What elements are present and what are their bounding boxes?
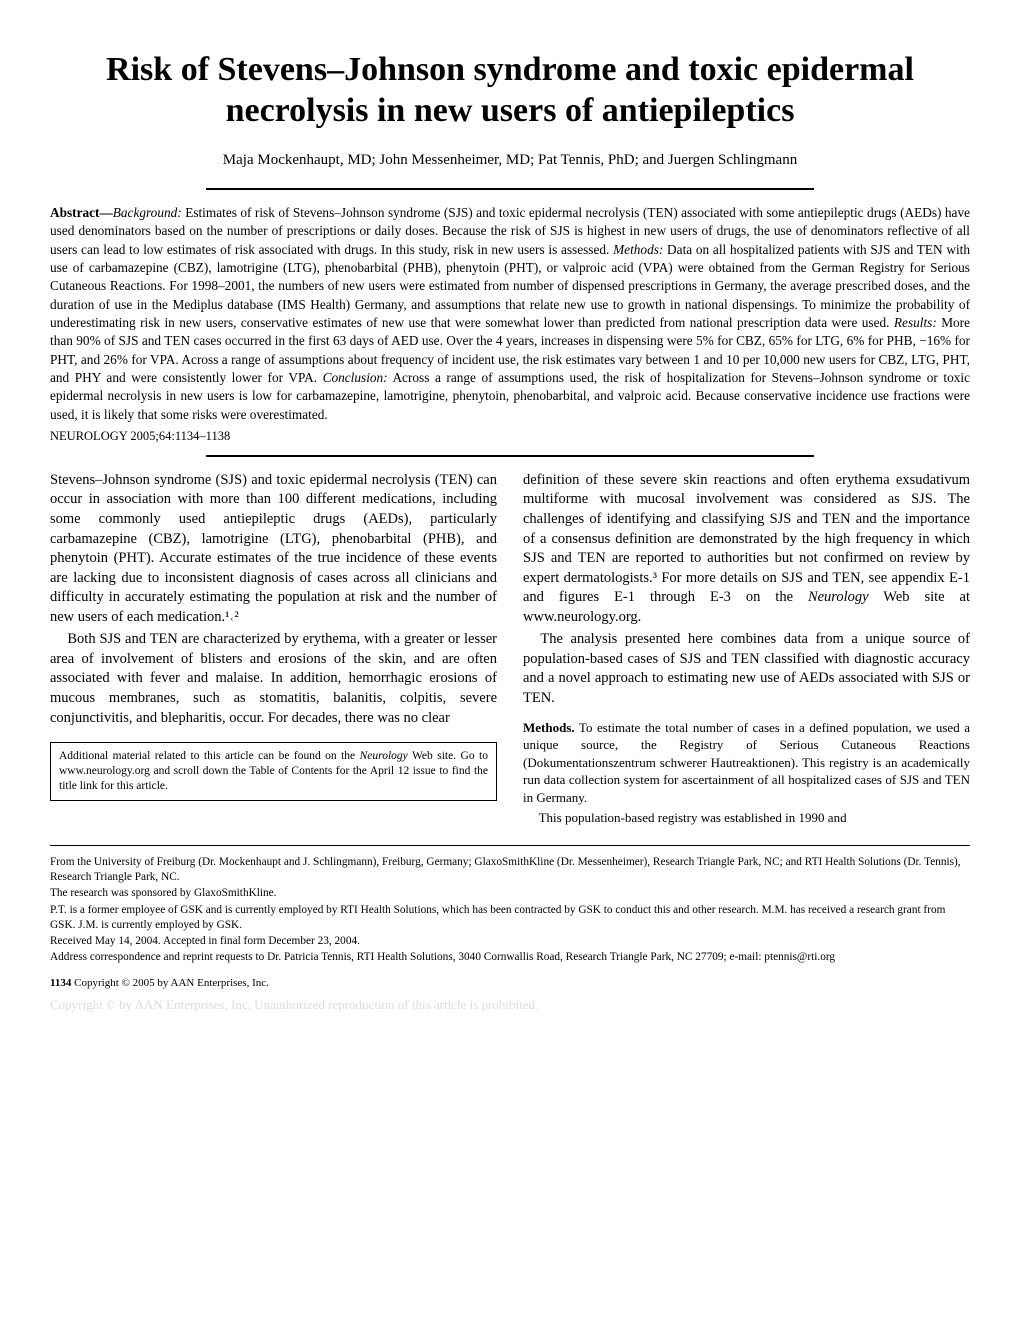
body-columns: Stevens–Johnson syndrome (SJS) and toxic…: [50, 471, 970, 827]
footer-affiliations: From the University of Freiburg (Dr. Moc…: [50, 855, 970, 886]
abstract-me-label: Methods:: [613, 242, 663, 257]
footer-correspondence: Address correspondence and reprint reque…: [50, 950, 970, 965]
article-title: Risk of Stevens–Johnson syndrome and tox…: [50, 50, 970, 132]
footer-dates: Received May 14, 2004. Accepted in final…: [50, 934, 970, 949]
footer-sponsor: The research was sponsored by GlaxoSmith…: [50, 886, 970, 901]
abstract-block: Abstract—Background: Estimates of risk o…: [50, 204, 970, 424]
supp-box-italic: Neurology: [360, 750, 408, 762]
copyright-watermark: Copyright © by AAN Enterprises, Inc. Una…: [50, 996, 970, 1014]
abstract-bg-label: Background:: [113, 205, 182, 220]
body-p3: definition of these severe skin reaction…: [523, 471, 970, 628]
methods-body: To estimate the total number of cases in…: [523, 720, 970, 805]
methods-p2: This population-based registry was estab…: [523, 809, 970, 827]
body-p1: Stevens–Johnson syndrome (SJS) and toxic…: [50, 471, 497, 628]
body-p2: Both SJS and TEN are characterized by er…: [50, 630, 497, 728]
body-p3-a: definition of these severe skin reaction…: [523, 472, 970, 605]
rule-bottom: [206, 455, 813, 457]
body-p3-ital: Neurology: [808, 589, 869, 605]
page-footer: 1134 Copyright © 2005 by AAN Enterprises…: [50, 976, 970, 991]
methods-heading: Methods.: [523, 720, 575, 735]
methods-paragraph: Methods. To estimate the total number of…: [523, 719, 970, 807]
article-footers: From the University of Freiburg (Dr. Moc…: [50, 845, 970, 966]
abstract-re-label: Results:: [894, 315, 937, 330]
citation-line: NEUROLOGY 2005;64:1134–1138: [50, 428, 970, 445]
body-p4: The analysis presented here combines dat…: [523, 630, 970, 708]
supp-box-text-1: Additional material related to this arti…: [59, 750, 360, 762]
authors-line: Maja Mockenhaupt, MD; John Messenheimer,…: [50, 150, 970, 170]
page-number: 1134: [50, 977, 71, 989]
rule-top: [206, 188, 813, 190]
supplementary-box: Additional material related to this arti…: [50, 742, 497, 801]
abstract-lead: Abstract—: [50, 205, 113, 220]
page-footer-copyright: Copyright © 2005 by AAN Enterprises, Inc…: [71, 977, 268, 989]
footer-disclosure: P.T. is a former employee of GSK and is …: [50, 903, 970, 934]
abstract-co-label: Conclusion:: [323, 370, 388, 385]
